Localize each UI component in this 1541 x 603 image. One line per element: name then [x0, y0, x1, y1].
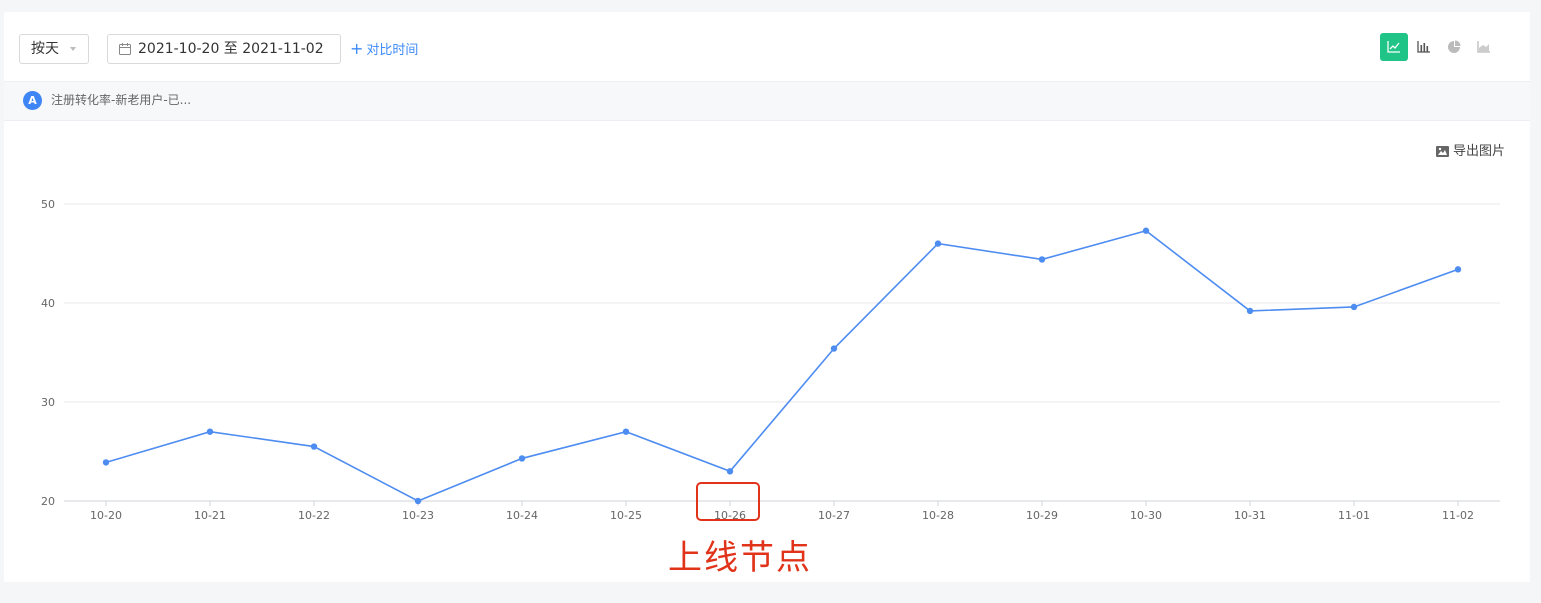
x-tick-label: 10-23: [402, 509, 434, 522]
x-tick-label: 10-20: [90, 509, 122, 522]
export-image-button[interactable]: 导出图片: [1436, 143, 1505, 161]
data-point: [1246, 307, 1254, 315]
export-image-label: 导出图片: [1453, 144, 1506, 159]
x-tick-label: 10-28: [922, 509, 954, 522]
x-tick-label: 11-02: [1442, 509, 1474, 522]
x-tick-label: 11-01: [1338, 509, 1370, 522]
x-tick-label: 10-26: [714, 509, 746, 522]
chart-type-switcher: [1380, 33, 1510, 63]
x-tick-label: 10-22: [298, 509, 330, 522]
data-point: [1350, 303, 1358, 311]
data-point: [830, 345, 838, 352]
data-point: [518, 455, 526, 462]
series-badge: A: [23, 91, 42, 110]
data-point: [102, 459, 110, 466]
chart-panel: 按天 2021-10-20 至 2021-11-02 + 对比时间: [4, 12, 1530, 582]
calendar-icon: [119, 43, 131, 55]
data-point: [934, 240, 942, 247]
x-tick-label: 10-25: [610, 509, 642, 522]
compare-time-label: 对比时间: [366, 43, 419, 58]
data-point: [622, 428, 630, 435]
data-point: [1454, 266, 1462, 273]
annotation-highlight-box: [696, 482, 760, 521]
series-legend-label[interactable]: 注册转化率-新老用户-已...: [51, 93, 192, 107]
data-point: [1142, 227, 1150, 234]
bar-chart-icon[interactable]: [1410, 33, 1438, 61]
granularity-select[interactable]: 按天: [19, 34, 89, 64]
image-icon: [1436, 146, 1449, 157]
series-line: [105, 229, 1459, 502]
legend-bar: A 注册转化率-新老用户-已...: [4, 81, 1530, 121]
x-tick-label: 10-30: [1130, 509, 1162, 522]
y-tick-label: 20: [41, 495, 55, 508]
data-point: [414, 497, 422, 505]
toolbar: 按天 2021-10-20 至 2021-11-02 + 对比时间: [4, 12, 1530, 80]
y-tick-label: 40: [41, 297, 55, 310]
date-range-picker[interactable]: 2021-10-20 至 2021-11-02: [107, 34, 341, 64]
data-point: [726, 468, 734, 475]
data-point: [206, 428, 214, 435]
area-chart-icon[interactable]: [1470, 33, 1498, 61]
date-range-value: 2021-10-20 至 2021-11-02: [138, 41, 324, 57]
x-tick-label: 10-29: [1026, 509, 1058, 522]
pie-chart-icon[interactable]: [1440, 33, 1468, 61]
data-point: [1038, 256, 1046, 263]
x-tick-label: 10-31: [1234, 509, 1266, 522]
y-tick-label: 30: [41, 396, 55, 409]
chevron-down-icon: [70, 47, 76, 51]
compare-time-button[interactable]: + 对比时间: [350, 34, 418, 64]
line-chart-icon[interactable]: [1380, 33, 1408, 61]
granularity-value: 按天: [31, 41, 59, 57]
x-tick-label: 10-21: [194, 509, 226, 522]
y-tick-label: 50: [41, 198, 55, 211]
x-tick-label: 10-27: [818, 509, 850, 522]
annotation-label: 上线节点: [668, 538, 812, 578]
x-tick-label: 10-24: [506, 509, 538, 522]
data-point: [310, 443, 318, 450]
plus-icon: +: [350, 39, 364, 58]
